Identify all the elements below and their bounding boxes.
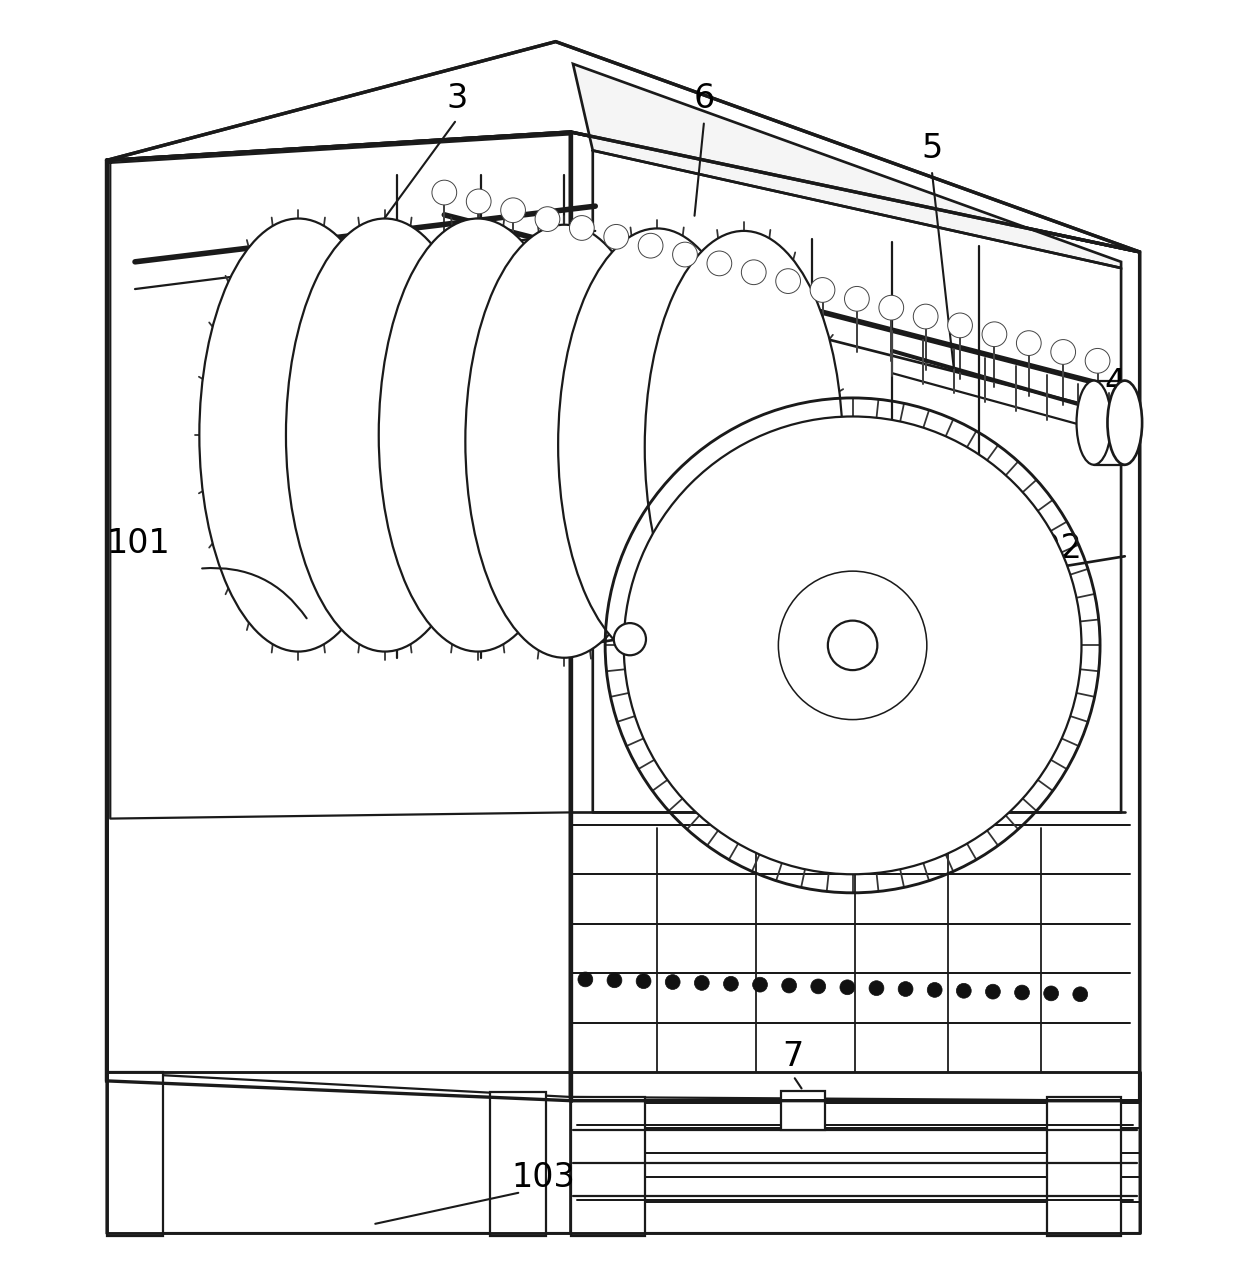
- Ellipse shape: [200, 219, 397, 652]
- Text: 102: 102: [1018, 533, 1083, 566]
- Polygon shape: [570, 1096, 645, 1236]
- Circle shape: [776, 268, 801, 294]
- Circle shape: [432, 180, 456, 205]
- Text: 6: 6: [693, 82, 714, 115]
- Polygon shape: [107, 1072, 162, 1236]
- Text: 103: 103: [511, 1161, 575, 1194]
- Ellipse shape: [1107, 381, 1142, 465]
- Circle shape: [956, 984, 971, 998]
- Text: 2: 2: [1040, 651, 1061, 684]
- Text: 3: 3: [446, 82, 467, 115]
- Circle shape: [844, 286, 869, 311]
- Ellipse shape: [378, 219, 577, 652]
- Text: 4: 4: [1105, 367, 1126, 400]
- Circle shape: [1017, 330, 1042, 356]
- Circle shape: [753, 977, 768, 993]
- Circle shape: [707, 251, 732, 276]
- Circle shape: [608, 972, 622, 987]
- Circle shape: [569, 215, 594, 241]
- Circle shape: [694, 976, 709, 990]
- Circle shape: [614, 623, 646, 656]
- Polygon shape: [781, 1091, 826, 1131]
- Circle shape: [1085, 348, 1110, 373]
- Circle shape: [672, 242, 697, 267]
- Circle shape: [879, 295, 904, 320]
- Circle shape: [811, 979, 826, 994]
- Ellipse shape: [1076, 381, 1111, 465]
- Circle shape: [837, 629, 869, 661]
- Circle shape: [986, 984, 1001, 999]
- Circle shape: [914, 304, 937, 329]
- Polygon shape: [573, 63, 1121, 268]
- Circle shape: [723, 976, 738, 991]
- Circle shape: [928, 982, 942, 998]
- Polygon shape: [107, 132, 570, 1100]
- Circle shape: [1050, 339, 1075, 365]
- Circle shape: [898, 981, 913, 996]
- Circle shape: [742, 260, 766, 285]
- Circle shape: [466, 189, 491, 214]
- Ellipse shape: [465, 225, 663, 658]
- Circle shape: [869, 981, 884, 995]
- Polygon shape: [490, 1093, 547, 1236]
- Circle shape: [536, 206, 559, 232]
- Polygon shape: [570, 132, 1140, 1100]
- Text: 101: 101: [107, 528, 170, 561]
- Circle shape: [578, 972, 593, 986]
- Circle shape: [828, 620, 878, 670]
- Polygon shape: [107, 1072, 570, 1233]
- Text: 7: 7: [782, 1039, 804, 1072]
- Circle shape: [1014, 985, 1029, 1000]
- Circle shape: [947, 313, 972, 338]
- Circle shape: [666, 975, 680, 990]
- Ellipse shape: [645, 230, 843, 663]
- Circle shape: [639, 233, 663, 258]
- Circle shape: [624, 417, 1081, 875]
- Circle shape: [781, 979, 796, 993]
- Circle shape: [810, 277, 835, 303]
- Polygon shape: [570, 1096, 1140, 1233]
- Ellipse shape: [286, 219, 484, 652]
- Circle shape: [982, 322, 1007, 347]
- Circle shape: [636, 974, 651, 989]
- Circle shape: [1073, 986, 1087, 1001]
- Polygon shape: [1047, 1096, 1121, 1236]
- Circle shape: [1044, 986, 1059, 1001]
- Circle shape: [501, 197, 526, 223]
- Text: 5: 5: [921, 132, 942, 165]
- Circle shape: [604, 224, 629, 249]
- Ellipse shape: [558, 228, 756, 661]
- Polygon shape: [107, 42, 1140, 252]
- Circle shape: [839, 980, 854, 995]
